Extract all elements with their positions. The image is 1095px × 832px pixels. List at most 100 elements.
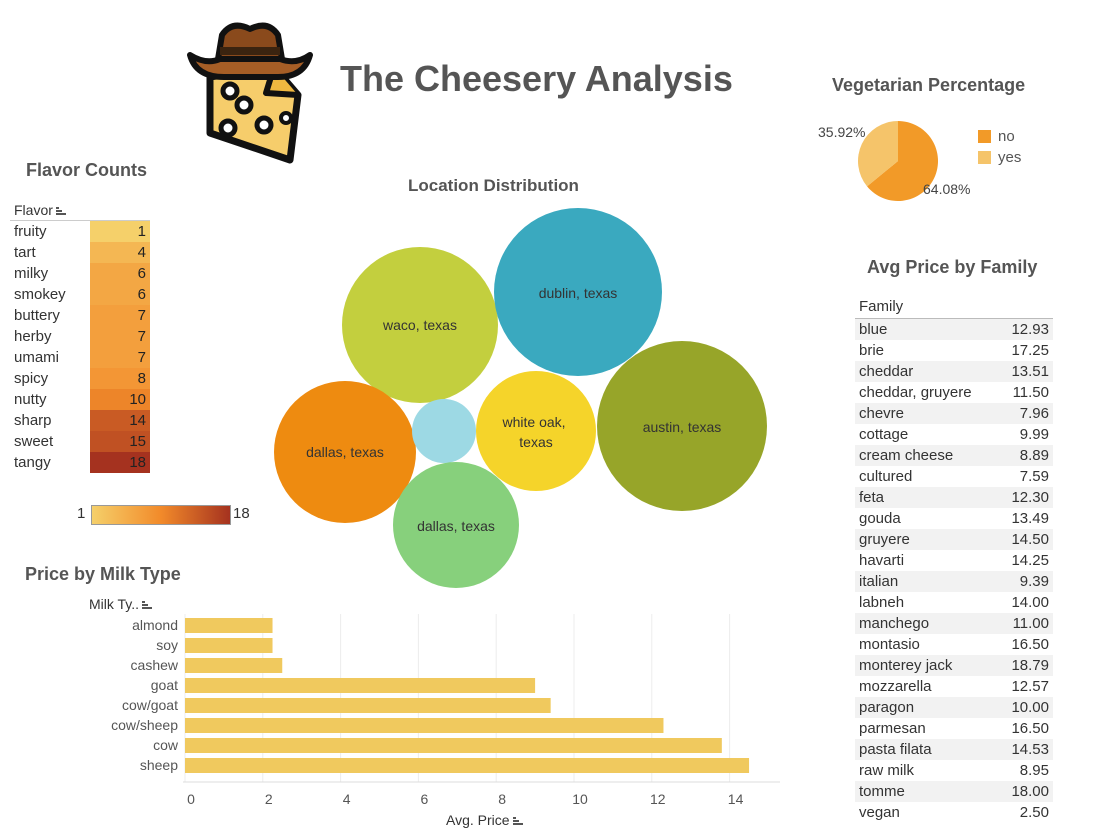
bar-cow/goat[interactable] [185,698,551,713]
flavor-row-tangy[interactable]: tangy 18 [10,452,150,473]
bubble-dallas-green[interactable]: dallas, texas [393,462,519,588]
bubble-austin[interactable]: austin, texas [597,341,767,511]
bar-soy[interactable] [185,638,273,653]
family-price: 18.79 [1011,657,1049,674]
flavor-row-smokey[interactable]: smokey 6 [10,284,150,305]
family-row[interactable]: cream cheese 8.89 [855,445,1053,466]
bubble-dallas-orange[interactable]: dallas, texas [274,381,416,523]
flavor-name: umami [14,349,60,366]
flavor-row-umami[interactable]: umami 7 [10,347,150,368]
family-row[interactable]: paragon 10.00 [855,697,1053,718]
location-bubble-chart: waco, texas dublin, texas dallas, texas … [274,208,767,588]
flavor-count-cell: 15 [90,431,150,452]
bubble-dublin-circle [494,208,662,376]
family-row[interactable]: labneh 14.00 [855,592,1053,613]
flavor-row-sharp[interactable]: sharp 14 [10,410,150,431]
family-name: cottage [859,426,909,443]
bubble-dallas-orange-label: dallas, texas [306,444,384,460]
bubble-white-oak-label-line2: texas [519,434,552,450]
family-row[interactable]: cottage 9.99 [855,424,1053,445]
bar-sheep[interactable] [185,758,750,773]
family-row[interactable]: cheddar, gruyere 11.50 [855,382,1053,403]
family-row[interactable]: chevre 7.96 [855,403,1053,424]
flavor-column-header[interactable]: Flavor [10,200,150,221]
family-name: cheddar [859,363,914,380]
flavor-count-cell: 6 [90,263,150,284]
family-row[interactable]: cultured 7.59 [855,466,1053,487]
milk-type-axis-header[interactable]: Milk Ty.. [89,596,153,612]
family-name: parmesan [859,720,926,737]
family-rows: blue 12.93 brie 17.25 cheddar 13.51 cheddar, g… [855,319,1053,823]
family-row[interactable]: feta 12.30 [855,487,1053,508]
family-row[interactable]: raw milk 8.95 [855,760,1053,781]
flavor-row-nutty[interactable]: nutty 10 [10,389,150,410]
family-price: 18.00 [1011,783,1049,800]
flavor-row-milky[interactable]: milky 6 [10,263,150,284]
family-row[interactable]: brie 17.25 [855,340,1053,361]
family-row[interactable]: italian 9.39 [855,571,1053,592]
flavor-name: tart [14,244,36,261]
x-tick-label: 14 [728,791,744,807]
family-row[interactable]: manchego 11.00 [855,613,1053,634]
bar-cow/sheep[interactable] [185,718,664,733]
bar-goat[interactable] [185,678,536,693]
family-price: 9.99 [1019,426,1049,443]
bubble-dublin[interactable]: dublin, texas [494,208,662,376]
flavor-name: fruity [14,223,47,240]
family-row[interactable]: pasta filata 14.53 [855,739,1053,760]
family-row[interactable]: mozzarella 12.57 [855,676,1053,697]
sort-icon[interactable] [512,817,523,826]
legend-swatch [978,130,991,143]
bubble-white-oak-circle [476,371,596,491]
family-price: 10.00 [1011,699,1049,716]
family-row[interactable]: havarti 14.25 [855,550,1053,571]
bubble-waco[interactable]: waco, texas [342,247,498,403]
flavor-row-tart[interactable]: tart 4 [10,242,150,263]
legend-item-yes[interactable]: yes [978,147,1021,168]
family-row[interactable]: tomme 18.00 [855,781,1053,802]
bar-almond[interactable] [185,618,273,633]
flavor-row-spicy[interactable]: spicy 8 [10,368,150,389]
family-row[interactable]: blue 12.93 [855,319,1053,340]
bubble-dublin-label: dublin, texas [539,285,618,301]
bubble-small[interactable] [412,399,476,463]
sort-icon[interactable] [55,207,66,216]
milk-type-header-label: Milk Ty.. [89,596,140,612]
pie-slice-yes[interactable] [858,121,898,187]
y-tick-label: cashew [131,657,179,673]
family-column-header[interactable]: Family [855,296,1053,319]
family-row[interactable]: gruyere 14.50 [855,529,1053,550]
bubble-austin-label: austin, texas [643,419,722,435]
y-tick-label: cow/goat [122,697,178,713]
family-name: gruyere [859,531,910,548]
pie-slice-no[interactable] [867,121,938,201]
flavor-count-cell: 6 [90,284,150,305]
family-row[interactable]: cheddar 13.51 [855,361,1053,382]
family-row[interactable]: montasio 16.50 [855,634,1053,655]
bar-cashew[interactable] [185,658,283,673]
flavor-row-buttery[interactable]: buttery 7 [10,305,150,326]
family-row[interactable]: parmesan 16.50 [855,718,1053,739]
bubble-white-oak-label: white oak, texas [502,414,570,450]
family-name: mozzarella [859,678,932,695]
legend-min-label: 1 [77,505,86,522]
flavor-row-fruity[interactable]: fruity 1 [10,221,150,242]
bubble-white-oak[interactable]: white oak, texas [476,371,596,491]
flavor-table: Flavor fruity 1 tart 4 milky 6 smokey 6 buttery 7… [10,200,150,473]
milk-x-axis-title[interactable]: Avg. Price [446,812,523,828]
flavor-count-cell: 7 [90,305,150,326]
family-row[interactable]: monterey jack 18.79 [855,655,1053,676]
bar-cow[interactable] [185,738,722,753]
flavor-row-sweet[interactable]: sweet 15 [10,431,150,452]
legend-item-no[interactable]: no [978,126,1021,147]
y-tick-label: soy [156,637,178,653]
family-name: cultured [859,468,913,485]
family-name: feta [859,489,885,506]
x-tick-label: 2 [265,791,273,807]
sort-icon[interactable] [142,601,153,610]
flavor-name: milky [14,265,49,282]
family-name: monterey jack [859,657,953,674]
family-row[interactable]: gouda 13.49 [855,508,1053,529]
flavor-row-herby[interactable]: herby 7 [10,326,150,347]
family-row[interactable]: vegan 2.50 [855,802,1053,823]
